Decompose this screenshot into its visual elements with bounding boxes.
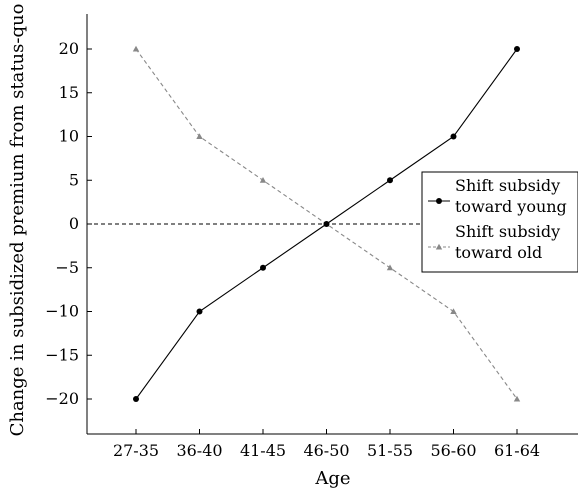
legend-label-old: Shift subsidy	[455, 222, 560, 241]
data-point-young	[323, 221, 330, 227]
y-tick-label: −10	[45, 302, 79, 321]
y-tick-label: 10	[59, 127, 79, 146]
x-tick-label: 36-40	[176, 441, 222, 460]
x-tick-label: 27-35	[113, 441, 159, 460]
data-point-old	[513, 395, 521, 402]
x-axis-title: Age	[314, 468, 350, 489]
data-point-young	[450, 133, 457, 140]
y-tick-label: 15	[59, 83, 79, 102]
y-tick-label: 5	[69, 170, 79, 189]
legend-marker-old	[435, 243, 443, 250]
x-tick-label: 51-55	[367, 441, 413, 460]
data-point-young	[260, 264, 266, 271]
legend-box	[421, 171, 578, 273]
data-point-old	[386, 264, 394, 271]
y-axis-title: Change in subsidized premium from status…	[7, 4, 28, 437]
data-point-young	[133, 396, 139, 402]
data-point-young	[196, 308, 203, 315]
y-tick-label: 20	[59, 39, 79, 58]
y-tick-label: 0	[69, 214, 79, 233]
legend-label-young: toward young	[455, 197, 567, 216]
data-point-young	[387, 177, 393, 184]
legend: Shift subsidy toward young Shift subsidy to…	[421, 171, 578, 273]
data-point-young	[514, 46, 520, 52]
y-tick-label: −5	[55, 258, 79, 277]
x-tick-label: 56-60	[430, 441, 476, 460]
legend-label-young: Shift subsidy	[455, 176, 560, 195]
series-young	[133, 46, 520, 402]
y-tick-label: −15	[45, 345, 79, 364]
x-tick-label: 41-45	[240, 441, 286, 460]
legend-label-old: toward old	[455, 243, 542, 262]
data-point-old	[450, 308, 457, 315]
y-tick-label: −20	[45, 389, 79, 408]
data-point-old	[259, 177, 267, 183]
data-point-old	[132, 45, 140, 52]
x-tick-label: 61-64	[494, 441, 540, 460]
legend-marker-young	[436, 198, 442, 204]
data-point-old	[196, 133, 203, 140]
x-tick-label: 46-50	[303, 441, 349, 460]
axes: −20 −15 −10 −5 0 5 10 15 20 27-35 36-40 41-45 46-50 5…	[45, 14, 578, 460]
plot-area	[87, 45, 578, 402]
